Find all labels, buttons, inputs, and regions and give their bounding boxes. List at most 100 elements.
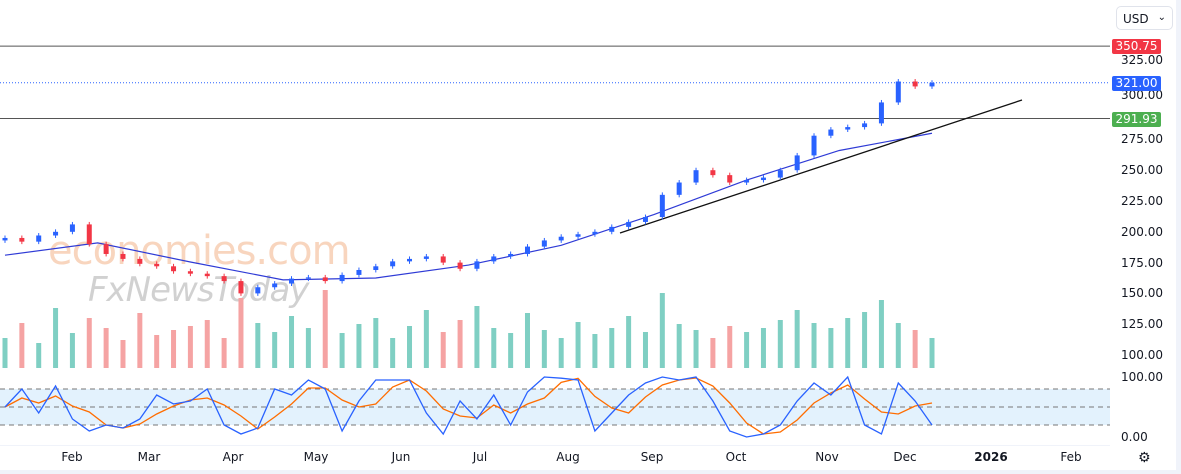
volume-bar bbox=[508, 333, 514, 368]
price-tick-label: 300.00 bbox=[1121, 87, 1163, 102]
volume-bar bbox=[36, 343, 42, 368]
volume-bar bbox=[390, 338, 396, 368]
candle-body bbox=[373, 266, 379, 270]
stochastic-k-line bbox=[4, 375, 933, 438]
stochastic-tick-label: 100.00 bbox=[1121, 370, 1163, 384]
time-tick-label: Nov bbox=[815, 450, 839, 464]
volume-bar bbox=[356, 324, 362, 368]
time-tick-label: May bbox=[303, 450, 329, 464]
candle-body bbox=[423, 256, 429, 259]
candle-body bbox=[53, 231, 59, 236]
candle-body bbox=[491, 256, 497, 262]
volume-bar bbox=[524, 313, 530, 368]
candle-body bbox=[19, 237, 25, 242]
time-tick-label: Jun bbox=[391, 450, 411, 464]
volume-bar bbox=[845, 318, 851, 368]
candle-body bbox=[541, 240, 547, 247]
volume-bar bbox=[474, 306, 480, 368]
price-tick-label: 325.00 bbox=[1121, 52, 1163, 67]
moving-average-line bbox=[4, 132, 933, 281]
candle-body bbox=[221, 276, 227, 282]
watermark-economies: economies.com bbox=[48, 228, 351, 274]
candle-body bbox=[862, 123, 868, 128]
volume-bar bbox=[575, 322, 581, 368]
volume-bar bbox=[642, 332, 648, 368]
candle-body bbox=[524, 246, 530, 254]
candle-body bbox=[676, 182, 682, 195]
time-tick-label: Mar bbox=[137, 450, 161, 464]
candle-body bbox=[356, 269, 362, 275]
candle-body bbox=[626, 221, 632, 227]
candle-body bbox=[895, 81, 901, 103]
volume-bar bbox=[693, 330, 699, 368]
volume-bar bbox=[626, 316, 632, 368]
candle-body bbox=[744, 180, 750, 183]
volume-bar bbox=[676, 324, 682, 368]
level-price-tag: 350.75 bbox=[1112, 39, 1161, 55]
volume-bar bbox=[407, 326, 413, 368]
volume-bar bbox=[2, 338, 8, 368]
volume-bar bbox=[221, 338, 227, 368]
candle-body bbox=[912, 81, 918, 87]
volume-bar bbox=[305, 328, 311, 368]
price-tick-label: 250.00 bbox=[1121, 163, 1163, 178]
candle-body bbox=[592, 231, 598, 235]
volume-bar bbox=[929, 338, 935, 368]
frame-right bbox=[1176, 0, 1181, 474]
volume-bar bbox=[69, 333, 75, 368]
price-tick-label: 150.00 bbox=[1121, 286, 1163, 301]
candle-body bbox=[103, 244, 109, 254]
volume-bar bbox=[558, 338, 564, 368]
stochastic-tick-label: 0.00 bbox=[1121, 430, 1148, 444]
candle-body bbox=[289, 278, 295, 284]
candle-body bbox=[255, 287, 261, 294]
volume-bar bbox=[710, 338, 716, 368]
candle-body bbox=[929, 82, 935, 87]
frame-bottom bbox=[0, 470, 1181, 474]
volume-bar bbox=[154, 335, 160, 368]
candle-body bbox=[693, 170, 699, 183]
volume-bar bbox=[171, 330, 177, 368]
candle-body bbox=[305, 277, 311, 279]
volume-bar bbox=[457, 320, 463, 368]
level-price-tag: 291.93 bbox=[1112, 111, 1161, 127]
candle-body bbox=[154, 263, 160, 267]
volume-bar bbox=[440, 332, 446, 368]
candle-body bbox=[187, 271, 193, 274]
price-tick-label: 125.00 bbox=[1121, 317, 1163, 332]
volume-bar bbox=[339, 333, 345, 368]
volume-bar bbox=[187, 326, 193, 368]
candle-body bbox=[760, 177, 766, 181]
candle-body bbox=[457, 262, 463, 269]
candle-body bbox=[322, 277, 328, 282]
volume-bar bbox=[912, 330, 918, 368]
volume-bar bbox=[53, 308, 59, 368]
candle-body bbox=[794, 155, 800, 171]
volume-bar bbox=[777, 320, 783, 368]
settings-icon[interactable]: ⚙ bbox=[1138, 450, 1151, 466]
candle-body bbox=[137, 258, 143, 264]
volume-bar bbox=[592, 334, 598, 368]
candle-body bbox=[407, 258, 413, 262]
time-tick-label: Aug bbox=[556, 450, 580, 464]
watermark-fxnewstoday: FxNewsToday bbox=[88, 270, 309, 310]
volume-bar bbox=[828, 328, 834, 368]
candle-body bbox=[878, 102, 884, 124]
volume-bar bbox=[238, 298, 244, 368]
volume-bar bbox=[373, 318, 379, 368]
volume-bar bbox=[204, 320, 210, 368]
time-tick-label: Oct bbox=[725, 450, 747, 464]
candle-body bbox=[390, 261, 396, 267]
volume-bar bbox=[137, 313, 143, 368]
candle-body bbox=[120, 253, 126, 259]
currency-select[interactable]: USD ⌄ bbox=[1116, 6, 1173, 30]
candle-body bbox=[440, 256, 446, 263]
volume-bar bbox=[86, 318, 92, 368]
candle-body bbox=[659, 194, 665, 218]
chevron-down-icon: ⌄ bbox=[1157, 12, 1166, 23]
price-tick-label: 200.00 bbox=[1121, 224, 1163, 239]
time-tick-label: Sep bbox=[640, 450, 664, 464]
candle-body bbox=[171, 266, 177, 272]
candle-body bbox=[474, 261, 480, 269]
